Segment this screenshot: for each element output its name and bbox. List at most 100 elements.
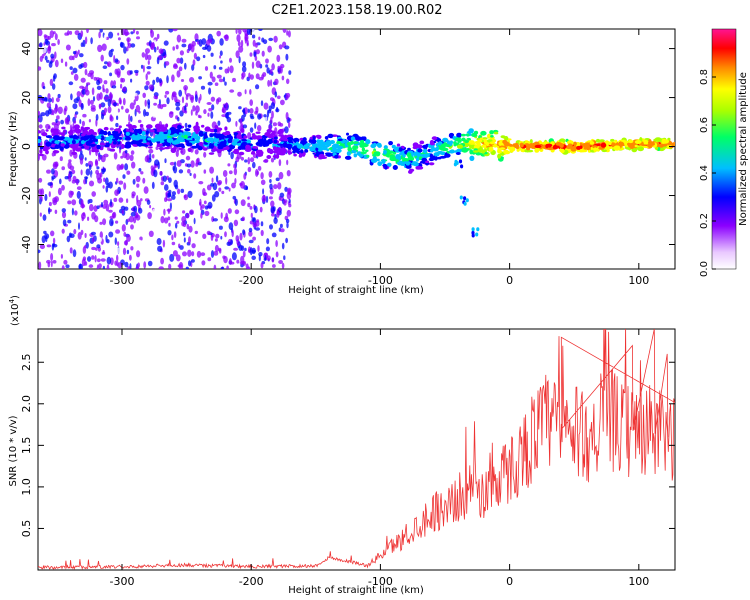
heatmap-speckle	[196, 56, 201, 62]
heatmap-ridge-cell	[500, 135, 506, 139]
heatmap-speckle	[120, 163, 124, 169]
heatmap-trail-cell	[463, 196, 467, 201]
heatmap-speckle	[57, 106, 63, 115]
heatmap-ridge-cell	[285, 144, 291, 149]
heatmap-speckle	[237, 91, 242, 97]
heatmap-speckle	[187, 168, 191, 174]
heatmap-speckle	[249, 89, 252, 95]
heatmap-ridge-cell	[420, 153, 426, 158]
heatmap-speckle	[69, 30, 73, 35]
heatmap-ridge-cell	[134, 136, 141, 141]
heatmap-ridge-cell	[75, 147, 82, 152]
heatmap-ridge-cell	[39, 146, 44, 150]
heatmap-ridge-cell	[81, 146, 85, 149]
heatmap-speckle	[54, 51, 57, 59]
heatmap-speckle	[259, 206, 263, 213]
heatmap-speckle	[40, 188, 45, 196]
heatmap-speckle	[38, 66, 42, 71]
heatmap-speckle	[155, 146, 159, 151]
heatmap-trail-cell	[471, 233, 475, 238]
heatmap-speckle	[273, 184, 278, 190]
heatmap-speckle	[99, 172, 103, 178]
heatmap-speckle	[91, 255, 95, 260]
heatmap-ridge-cell	[347, 142, 351, 146]
heatmap-speckle	[64, 176, 70, 180]
heatmap-speckle	[232, 195, 237, 200]
heatmap-speckle	[171, 234, 174, 241]
heatmap-ridge-cell	[467, 140, 474, 144]
heatmap-ridge-cell	[386, 149, 391, 154]
heatmap-speckle	[272, 264, 276, 268]
y-tick-label: 1.5	[20, 437, 33, 455]
heatmap-speckle	[91, 87, 95, 96]
heatmap-speckle	[188, 225, 193, 233]
heatmap-speckle	[92, 236, 95, 243]
heatmap-speckle	[118, 180, 124, 185]
heatmap-ridge-cell	[166, 137, 174, 143]
heatmap-speckle	[158, 266, 164, 269]
heatmap-speckle	[130, 246, 134, 251]
heatmap-speckle	[199, 93, 202, 101]
heatmap-speckle	[147, 99, 151, 106]
heatmap-speckle	[144, 85, 149, 91]
heatmap-speckle	[43, 34, 47, 38]
heatmap-speckle	[201, 38, 207, 45]
heatmap-speckle	[126, 46, 129, 52]
heatmap-speckle	[91, 191, 96, 197]
heatmap-speckle	[286, 209, 291, 217]
heatmap-ridge-cell	[504, 136, 509, 141]
heatmap-speckle	[193, 173, 197, 179]
heatmap-speckle	[227, 66, 230, 74]
heatmap-speckle	[274, 91, 278, 98]
heatmap-speckle	[260, 229, 264, 237]
heatmap-speckle	[270, 157, 275, 163]
heatmap-ridge-cell	[163, 146, 171, 150]
heatmap-speckle	[206, 184, 212, 191]
heatmap-speckle	[258, 36, 261, 41]
heatmap-ridge-cell	[82, 135, 90, 141]
heatmap-speckle	[148, 230, 154, 237]
heatmap-speckle	[162, 239, 166, 248]
heatmap-speckle	[210, 111, 214, 119]
heatmap-ridge-cell	[520, 148, 525, 153]
heatmap-speckle	[57, 93, 61, 99]
heatmap-ridge-cell	[397, 155, 401, 161]
heatmap-speckle	[42, 46, 47, 54]
heatmap-speckle	[234, 209, 240, 215]
heatmap-speckle	[134, 92, 138, 97]
heatmap-speckle	[213, 65, 217, 70]
heatmap-speckle	[55, 118, 58, 123]
heatmap-speckle	[104, 61, 108, 65]
heatmap-speckle	[178, 169, 184, 174]
heatmap-speckle	[102, 65, 108, 69]
heatmap-ridge-cell	[322, 141, 328, 146]
heatmap-speckle	[284, 126, 289, 134]
heatmap-ridge-cell	[225, 130, 231, 136]
heatmap-speckle	[87, 98, 91, 107]
heatmap-speckle	[165, 90, 170, 95]
heatmap-speckle	[92, 40, 96, 49]
heatmap-speckle	[143, 261, 147, 269]
heatmap-speckle	[128, 114, 131, 122]
heatmap-speckle	[115, 220, 119, 224]
heatmap-speckle	[275, 177, 280, 182]
heatmap-speckle	[237, 242, 240, 247]
heatmap-speckle	[105, 203, 110, 212]
heatmap-ridge-cell	[187, 124, 192, 128]
heatmap-speckle	[87, 216, 90, 221]
heatmap-speckle	[288, 203, 292, 208]
heatmap-ridge-cell	[108, 135, 114, 139]
heatmap-ridge-cell	[251, 133, 256, 136]
heatmap-ridge-cell	[208, 152, 215, 155]
heatmap-speckle	[110, 48, 114, 52]
heatmap-speckle	[181, 96, 185, 104]
heatmap-speckle	[102, 204, 107, 209]
heatmap-speckle	[241, 66, 247, 73]
heatmap-ridge-cell	[428, 162, 435, 166]
heatmap-speckle	[39, 212, 42, 217]
heatmap-speckle	[188, 260, 192, 267]
heatmap-speckle	[86, 82, 91, 86]
heatmap-speckle	[249, 99, 253, 106]
heatmap-speckle	[272, 122, 277, 127]
heatmap-speckle	[68, 55, 74, 61]
